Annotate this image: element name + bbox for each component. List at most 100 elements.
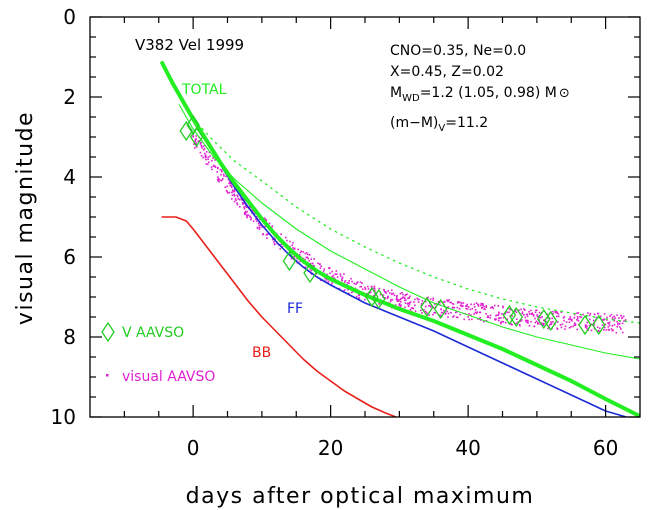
visual-aavso-point xyxy=(218,178,221,181)
visual-aavso-point xyxy=(367,288,370,290)
visual-aavso-point xyxy=(399,305,402,308)
visual-aavso-point xyxy=(607,326,610,328)
visual-aavso-point xyxy=(310,262,312,265)
visual-aavso-point xyxy=(489,307,492,309)
visual-aavso-point xyxy=(396,298,399,301)
visual-aavso-point xyxy=(364,286,366,289)
visual-aavso-point xyxy=(387,296,390,299)
visual-aavso-point xyxy=(564,325,567,327)
visual-aavso-point xyxy=(200,155,203,157)
visual-aavso-point xyxy=(348,280,350,282)
visual-aavso-point xyxy=(231,191,233,194)
visual-aavso-point xyxy=(350,277,352,280)
visual-aavso-point xyxy=(466,308,469,310)
y-tick-label: 6 xyxy=(63,245,76,269)
visual-aavso-point xyxy=(406,303,409,305)
visual-aavso-point xyxy=(396,294,398,297)
visual-aavso-point xyxy=(242,202,244,205)
visual-aavso-point xyxy=(256,215,258,218)
visual-aavso-point xyxy=(617,323,619,326)
visual-aavso-point xyxy=(458,307,461,310)
visual-aavso-point xyxy=(212,157,214,159)
visual-aavso-point xyxy=(599,330,601,332)
visual-aavso-point xyxy=(587,312,589,314)
visual-aavso-point xyxy=(331,275,333,278)
visual-aavso-point xyxy=(568,321,571,323)
visual-aavso-point xyxy=(399,292,402,295)
visual-aavso-point xyxy=(306,256,309,259)
visual-aavso-point xyxy=(532,315,535,317)
visual-aavso-point xyxy=(374,293,376,296)
visual-aavso-point xyxy=(271,225,274,227)
visual-aavso-point xyxy=(263,217,266,220)
visual-aavso-point xyxy=(245,212,247,214)
visual-aavso-point xyxy=(304,252,307,255)
visual-aavso-point xyxy=(480,304,482,307)
visual-aavso-point xyxy=(480,307,483,309)
visual-aavso-point xyxy=(624,319,627,321)
visual-aavso-point xyxy=(350,291,353,294)
visual-aavso-point xyxy=(531,313,533,315)
visual-aavso-point xyxy=(515,311,518,314)
visual-aavso-point xyxy=(559,324,562,326)
x-tick-label: 40 xyxy=(455,436,480,460)
visual-aavso-point xyxy=(491,306,494,308)
visual-aavso-point xyxy=(437,301,440,303)
visual-aavso-point xyxy=(457,300,459,303)
v-aavso-point xyxy=(543,310,558,332)
visual-aavso-point xyxy=(456,302,459,304)
visual-aavso-point xyxy=(402,296,404,298)
visual-aavso-point xyxy=(428,305,430,307)
visual-aavso-point xyxy=(621,322,624,325)
visual-aavso-point xyxy=(463,318,465,321)
visual-aavso-point xyxy=(593,324,595,326)
visual-aavso-point xyxy=(616,325,618,328)
visual-aavso-point xyxy=(508,307,511,310)
visual-aavso-point xyxy=(356,281,359,283)
visual-aavso-point xyxy=(369,291,372,294)
v-aavso-point xyxy=(509,306,524,328)
visual-aavso-point xyxy=(203,147,206,150)
visual-aavso-point xyxy=(595,316,597,319)
visual-aavso-point xyxy=(246,215,248,217)
visual-aavso-point xyxy=(386,297,389,300)
visual-aavso-point xyxy=(500,317,502,319)
visual-aavso-point xyxy=(390,289,393,292)
visual-aavso-point xyxy=(233,200,236,203)
visual-aavso-point xyxy=(530,309,532,312)
visual-aavso-point xyxy=(399,301,402,303)
visual-aavso-point xyxy=(204,155,207,158)
visual-aavso-point xyxy=(226,185,228,188)
visual-aavso-point xyxy=(521,319,523,321)
visual-aavso-point xyxy=(606,316,608,319)
visual-aavso-point xyxy=(550,321,552,323)
visual-aavso-point xyxy=(455,316,458,319)
visual-aavso-point xyxy=(450,311,452,314)
visual-aavso-point xyxy=(477,303,480,306)
visual-aavso-point xyxy=(318,263,321,266)
visual-aavso-point xyxy=(233,189,236,191)
visual-aavso-point xyxy=(502,321,504,323)
visual-aavso-point xyxy=(499,321,502,324)
visual-aavso-point xyxy=(397,300,400,302)
visual-aavso-point xyxy=(194,140,197,143)
visual-aavso-point xyxy=(291,244,294,247)
visual-aavso-point xyxy=(470,314,472,316)
visual-aavso-point xyxy=(573,324,576,326)
visual-aavso-point xyxy=(329,272,331,275)
visual-aavso-point xyxy=(487,315,489,317)
v-aavso-point xyxy=(303,262,317,284)
visual-aavso-point xyxy=(518,323,521,326)
visual-aavso-point xyxy=(357,294,360,296)
x-tick-label: 0 xyxy=(187,436,200,460)
visual-aavso-point xyxy=(356,281,358,284)
visual-aavso-point xyxy=(485,313,487,315)
visual-aavso-point xyxy=(220,169,223,172)
visual-aavso-point xyxy=(465,307,468,310)
visual-aavso-point xyxy=(574,324,577,327)
visual-aavso-point xyxy=(209,155,211,157)
visual-aavso-point xyxy=(232,190,235,193)
visual-aavso-point xyxy=(473,313,475,315)
visual-aavso-point xyxy=(281,245,284,248)
visual-aavso-point xyxy=(617,322,619,325)
